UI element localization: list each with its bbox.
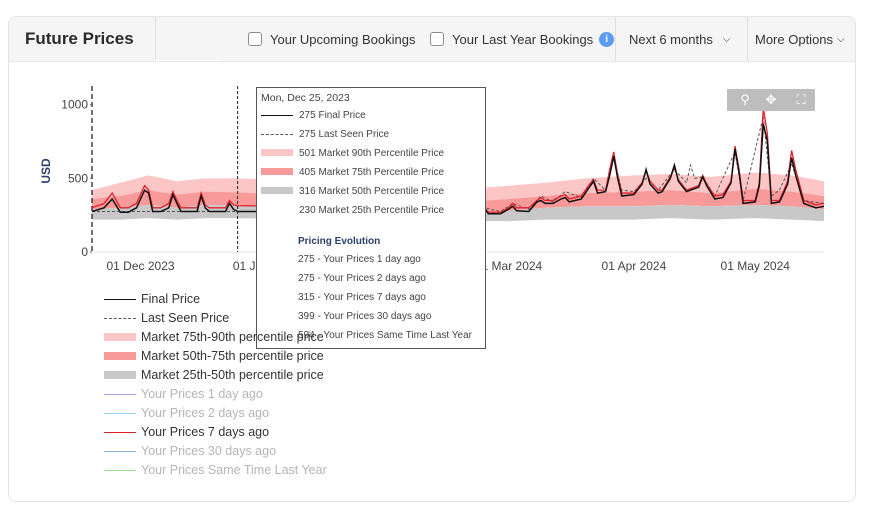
legend-item[interactable]: Your Prices 1 day ago bbox=[104, 385, 263, 403]
more-options-label: More Options bbox=[755, 31, 834, 47]
legend-swatch bbox=[104, 331, 136, 343]
tooltip-row: 275 Final Price bbox=[261, 108, 366, 122]
chevron-down-icon: ⌵ bbox=[837, 33, 845, 45]
legend-swatch bbox=[104, 388, 136, 400]
tooltip-row: 316 Market 50th Percentile Price bbox=[261, 184, 444, 198]
x-tick-label: 01 Mar 2024 bbox=[475, 259, 543, 273]
tooltip-evolution-row: 399 - Your Prices 30 days ago bbox=[298, 310, 432, 322]
tooltip-evolution-row: 594 - Your Prices Same Time Last Year bbox=[298, 329, 472, 341]
tooltip-swatch bbox=[261, 127, 293, 141]
x-tick-label: 01 Dec 2023 bbox=[106, 259, 174, 273]
legend-swatch bbox=[104, 350, 136, 362]
tooltip-row: 405 Market 75th Percentile Price bbox=[261, 165, 444, 179]
card-header: Future Prices Your Upcoming Bookings You… bbox=[9, 17, 855, 62]
range-dropdown[interactable]: Next 6 months ⌵ bbox=[629, 17, 730, 61]
y-tick-label: 1000 bbox=[61, 98, 88, 112]
legend-label: Your Prices 7 days ago bbox=[141, 425, 270, 439]
autoscale-icon[interactable]: ⛶ bbox=[796, 92, 806, 107]
tooltip-row-text: 275 Last Seen Price bbox=[299, 128, 390, 140]
card-title: Future Prices bbox=[25, 29, 134, 48]
tab-underline bbox=[155, 60, 221, 61]
tooltip-date: Mon, Dec 25, 2023 bbox=[261, 92, 350, 104]
hover-tooltip: Mon, Dec 25, 2023 275 Final Price 275 Las… bbox=[256, 87, 486, 349]
legend-item[interactable]: Market 50th-75th percentile price bbox=[104, 347, 324, 365]
legend-item[interactable]: Market 75th-90th percentile price bbox=[104, 328, 324, 346]
legend-swatch bbox=[104, 426, 136, 438]
chevron-down-icon: ⌵ bbox=[722, 33, 731, 45]
title-tab: Future Prices bbox=[9, 17, 156, 61]
legend-item[interactable]: Your Prices 2 days ago bbox=[104, 404, 269, 422]
more-options-dropdown[interactable]: More Options ⌵ bbox=[755, 17, 845, 61]
tooltip-swatch bbox=[261, 203, 293, 217]
legend-label: Last Seen Price bbox=[141, 311, 230, 325]
y-tick-label: 500 bbox=[68, 171, 88, 185]
tooltip-row-text: 275 Final Price bbox=[299, 109, 366, 121]
x-tick-label: 01 Apr 2024 bbox=[602, 259, 667, 273]
legend-swatch bbox=[104, 445, 136, 457]
legend-item[interactable]: Your Prices 7 days ago bbox=[104, 423, 269, 441]
pricing-evolution-title: Pricing Evolution bbox=[298, 236, 381, 247]
last-seen-price-line bbox=[92, 116, 825, 213]
info-icon[interactable]: i bbox=[599, 31, 615, 47]
final-price-line bbox=[91, 123, 825, 215]
legend-label: Market 25th-50th percentile price bbox=[141, 368, 324, 382]
tooltip-evolution-row: 275 - Your Prices 1 day ago bbox=[298, 253, 421, 265]
legend-item[interactable]: Market 25th-50th percentile price bbox=[104, 366, 324, 384]
last-year-bookings-toggle[interactable]: Your Last Year Bookings i bbox=[430, 17, 615, 61]
tooltip-swatch bbox=[261, 165, 293, 179]
x-tick-label: 01 May 2024 bbox=[721, 259, 791, 273]
upcoming-bookings-label: Your Upcoming Bookings bbox=[270, 31, 416, 47]
range-dropdown-label: Next 6 months bbox=[629, 31, 713, 47]
zoom-icon[interactable]: ⚲ bbox=[740, 92, 750, 107]
header-divider bbox=[615, 17, 616, 61]
legend-label: Your Prices 2 days ago bbox=[141, 406, 270, 420]
last-year-bookings-checkbox[interactable] bbox=[430, 32, 444, 46]
pan-icon[interactable]: ✥ bbox=[765, 92, 777, 107]
legend-swatch bbox=[104, 464, 136, 476]
tooltip-row: 275 Last Seen Price bbox=[261, 127, 389, 141]
legend-label: Market 75th-90th percentile price bbox=[141, 330, 324, 344]
upcoming-bookings-checkbox[interactable] bbox=[248, 32, 262, 46]
tooltip-row: 501 Market 90th Percentile Price bbox=[261, 146, 444, 160]
y-tick-label: 0 bbox=[81, 245, 88, 259]
legend-item[interactable]: Last Seen Price bbox=[104, 309, 229, 327]
last-year-bookings-label: Your Last Year Bookings bbox=[452, 31, 594, 47]
legend-label: Your Prices Same Time Last Year bbox=[141, 463, 327, 477]
band-75-90 bbox=[92, 172, 824, 202]
legend-swatch bbox=[104, 293, 136, 305]
legend-label: Your Prices 30 days ago bbox=[141, 444, 277, 458]
upcoming-bookings-toggle[interactable]: Your Upcoming Bookings bbox=[248, 17, 416, 61]
tooltip-row-text: 316 Market 50th Percentile Price bbox=[299, 185, 445, 197]
legend-swatch bbox=[104, 369, 136, 381]
tooltip-swatch bbox=[261, 108, 293, 122]
y-axis-title: USD bbox=[39, 158, 53, 184]
tooltip-swatch bbox=[261, 184, 293, 198]
legend-item[interactable]: Final Price bbox=[104, 290, 200, 308]
tooltip-evolution-row: 315 - Your Prices 7 days ago bbox=[298, 291, 426, 303]
tooltip-row-text: 405 Market 75th Percentile Price bbox=[299, 166, 445, 178]
legend-item[interactable]: Your Prices 30 days ago bbox=[104, 442, 276, 460]
tooltip-evolution-row: 275 - Your Prices 2 days ago bbox=[298, 272, 426, 284]
legend-label: Your Prices 1 day ago bbox=[141, 387, 263, 401]
tooltip-row: 230 Market 25th Percentile Price bbox=[261, 203, 444, 217]
legend-label: Final Price bbox=[141, 292, 201, 306]
legend-item[interactable]: Your Prices Same Time Last Year bbox=[104, 461, 327, 479]
legend-label: Market 50th-75th percentile price bbox=[141, 349, 324, 363]
chart-modebar: ⚲ ✥ ⛶ bbox=[727, 89, 815, 111]
legend-swatch bbox=[104, 407, 136, 419]
legend-swatch bbox=[104, 312, 136, 324]
header-divider bbox=[747, 17, 748, 61]
tooltip-row-text: 230 Market 25th Percentile Price bbox=[299, 204, 445, 216]
tooltip-swatch bbox=[261, 146, 293, 160]
tooltip-row-text: 501 Market 90th Percentile Price bbox=[299, 147, 445, 159]
